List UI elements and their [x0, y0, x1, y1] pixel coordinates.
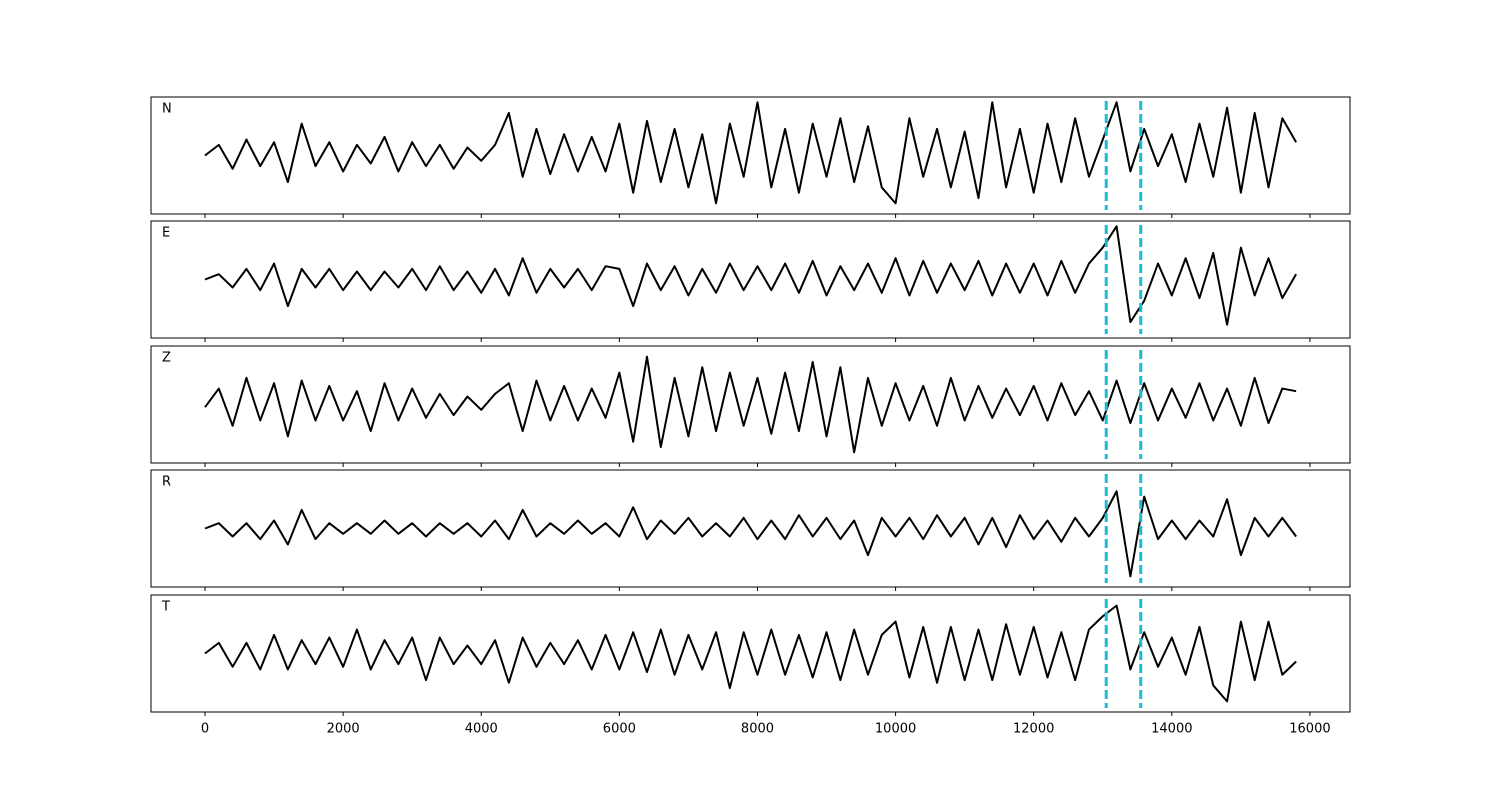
panel-frame — [150, 469, 1351, 588]
waveform — [204, 355, 1297, 454]
channel-label: E — [162, 226, 170, 241]
x-tick-label: 6000 — [603, 722, 636, 737]
x-tick-label: 2000 — [327, 722, 360, 737]
x-tick-label: 8000 — [741, 722, 774, 737]
panel-frame — [150, 594, 1351, 713]
x-tick-label: 0 — [201, 722, 209, 737]
channel-label: T — [161, 600, 170, 615]
x-tick-label: 16000 — [1289, 722, 1330, 737]
panel-frame — [150, 220, 1351, 339]
waveform — [204, 490, 1297, 578]
channel-label: R — [162, 475, 171, 490]
channel-label: Z — [162, 351, 171, 366]
waveform — [204, 101, 1297, 205]
waveform — [204, 225, 1297, 326]
panel-frame — [150, 96, 1351, 215]
x-tick-label: 14000 — [1151, 722, 1192, 737]
x-tick-label: 12000 — [1013, 722, 1054, 737]
x-tick-label: 4000 — [465, 722, 498, 737]
panel-frame — [150, 345, 1351, 464]
channel-label: N — [162, 102, 172, 117]
x-tick-label: 10000 — [875, 722, 916, 737]
waveform — [204, 604, 1297, 703]
